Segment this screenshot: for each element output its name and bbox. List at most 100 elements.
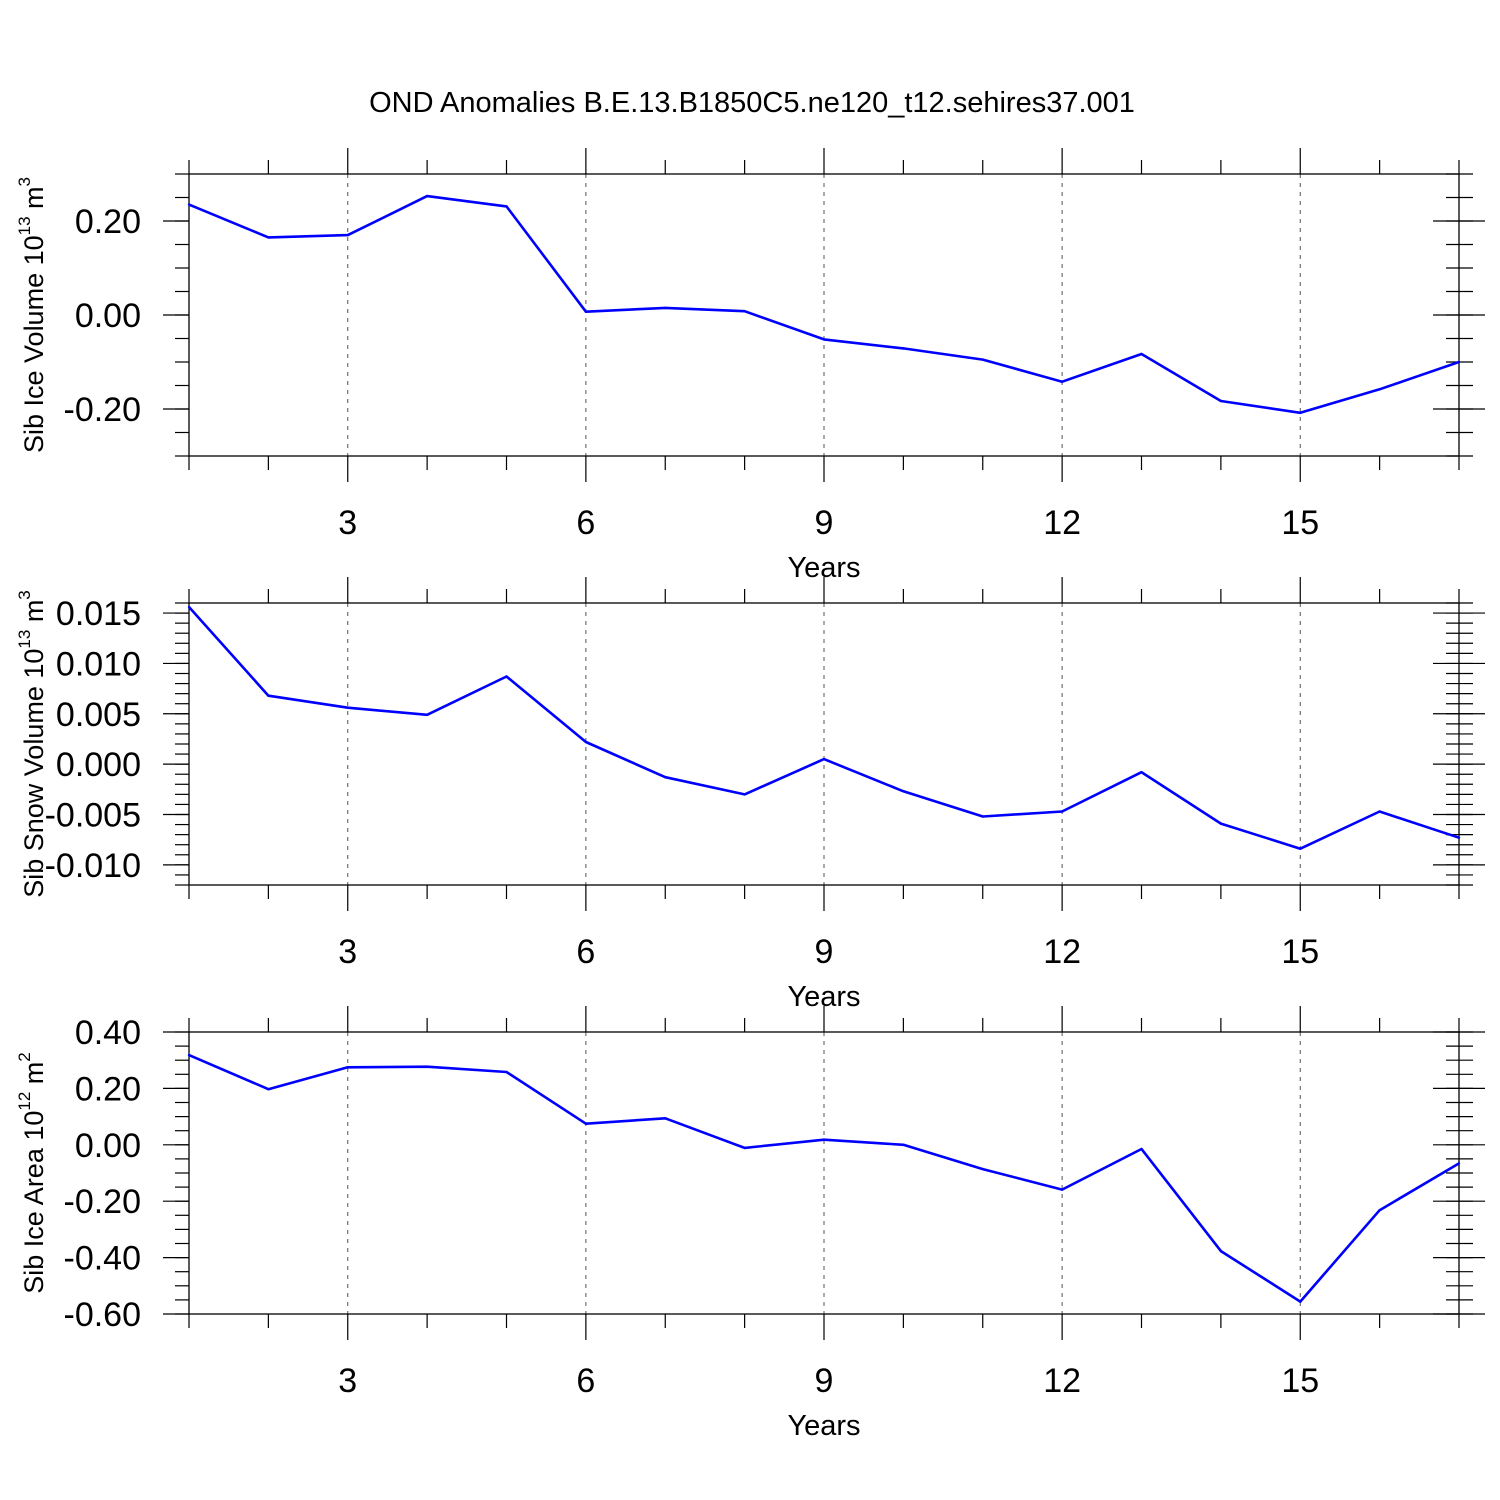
data-point <box>187 203 191 206</box>
data-point <box>1299 847 1302 850</box>
data-point <box>1299 1300 1302 1303</box>
y-tick-label: 0.40 <box>75 1014 141 1052</box>
data-point <box>187 605 191 609</box>
x-tick-label: 6 <box>576 1362 595 1400</box>
data-point <box>187 1053 191 1057</box>
y-tick-label: 0.20 <box>75 1070 141 1108</box>
y-axis-label-text: m <box>19 1062 49 1092</box>
data-point <box>1140 352 1143 356</box>
y-axis-label-exponent: 3 <box>15 177 34 186</box>
data-point <box>346 1066 349 1069</box>
data-point <box>1219 399 1223 403</box>
y-axis-label-text: Sib Snow Volume 10 <box>19 649 49 898</box>
data-point <box>1299 411 1302 414</box>
x-tick-label: 12 <box>1043 504 1081 542</box>
y-axis-label-exponent: 13 <box>15 216 34 235</box>
plot-frame <box>188 602 1460 886</box>
data-point <box>981 815 984 818</box>
data-point <box>267 1088 270 1091</box>
y-tick-label: 0.00 <box>75 297 141 335</box>
data-point <box>902 1143 905 1147</box>
x-tick-label: 3 <box>338 504 357 542</box>
data-point <box>505 1070 508 1074</box>
panel-3: 0.40 0.20 0.00 -0.20 -0.40 -0.60 3 6 9 12 15 Years S… <box>15 1006 1485 1442</box>
data-point <box>584 310 588 313</box>
x-tick-label: 15 <box>1281 933 1319 971</box>
y-tick-label: -0.010 <box>45 847 141 885</box>
y-tick-label: 0.00 <box>75 1127 141 1165</box>
data-point <box>267 236 270 239</box>
y-tick-label: -0.60 <box>64 1296 142 1334</box>
y-axis-label: Sib Ice Volume 1013 m3 <box>15 177 49 453</box>
x-tick-label: 9 <box>815 504 834 542</box>
y-tick-label: 0.20 <box>75 203 141 241</box>
y-tick-label: -0.005 <box>45 797 141 835</box>
data-point <box>664 306 667 310</box>
data-point <box>584 1122 588 1125</box>
y-axis-label-exponent: 2 <box>15 1052 34 1061</box>
data-point <box>505 205 508 208</box>
y-axis-label: Sib Ice Area 1012 m2 <box>15 1052 49 1294</box>
y-axis-label-text: m <box>19 186 49 216</box>
x-tick-label: 15 <box>1281 1362 1319 1400</box>
data-point <box>1457 360 1461 364</box>
data-point <box>1140 771 1143 774</box>
y-tick-label: 0.000 <box>56 746 141 784</box>
x-tick-label: 6 <box>576 933 595 971</box>
data-point <box>981 358 984 361</box>
y-axis-label-exponent: 13 <box>15 630 34 649</box>
data-point <box>743 1146 746 1150</box>
y-tick-label: 0.010 <box>56 645 141 683</box>
data-point <box>1457 1162 1461 1165</box>
chart-title: OND Anomalies B.E.13.B1850C5.ne120_t12.s… <box>369 87 1135 119</box>
y-tick-label: 0.015 <box>56 595 141 633</box>
data-point <box>822 1138 826 1141</box>
data-point <box>346 706 349 709</box>
panels: 0.20 0.00 -0.20 3 6 9 12 15 Years Sib Ice Volume … <box>15 148 1485 1442</box>
x-tick-label: 12 <box>1043 1362 1081 1400</box>
data-point <box>584 740 588 744</box>
data-point <box>267 694 270 697</box>
y-axis-label-text: m <box>19 600 49 630</box>
x-tick-label: 3 <box>338 1362 357 1400</box>
x-tick-label: 9 <box>815 1362 834 1400</box>
x-axis-label: Years <box>787 1410 860 1442</box>
data-point <box>425 194 429 198</box>
y-tick-label: -0.40 <box>64 1240 142 1278</box>
data-point <box>1060 810 1064 813</box>
x-tick-label: 9 <box>815 933 834 971</box>
plot-frame <box>188 173 1460 457</box>
x-tick-label: 6 <box>576 504 595 542</box>
data-point <box>1219 822 1223 825</box>
y-axis-label-text: Sib Ice Area 10 <box>19 1111 49 1294</box>
data-point <box>425 1065 429 1068</box>
data-point <box>1060 380 1064 383</box>
data-point <box>1378 388 1381 391</box>
data-point <box>664 1117 667 1120</box>
y-axis-label-exponent: 3 <box>15 590 34 599</box>
y-axis-label-exponent: 12 <box>15 1092 34 1111</box>
x-tick-label: 15 <box>1281 504 1319 542</box>
data-point <box>1060 1188 1064 1191</box>
x-tick-label: 3 <box>338 933 357 971</box>
y-axis-label-text: Sib Ice Volume 10 <box>19 235 49 453</box>
y-tick-label: -0.20 <box>64 391 142 429</box>
data-point <box>1378 1209 1381 1212</box>
data-point <box>505 675 508 678</box>
data-point <box>1219 1249 1223 1253</box>
y-axis-label: Sib Snow Volume 1013 m3 <box>15 590 49 898</box>
data-point <box>1457 836 1461 839</box>
data-point <box>1378 810 1381 813</box>
data-point <box>822 338 826 341</box>
x-tick-label: 12 <box>1043 933 1081 971</box>
plot-frame <box>188 1031 1460 1315</box>
y-tick-label: -0.20 <box>64 1183 142 1221</box>
data-point <box>902 790 905 793</box>
data-point <box>664 776 667 779</box>
data-point <box>902 347 905 350</box>
data-point <box>346 233 349 237</box>
data-point <box>425 713 429 716</box>
